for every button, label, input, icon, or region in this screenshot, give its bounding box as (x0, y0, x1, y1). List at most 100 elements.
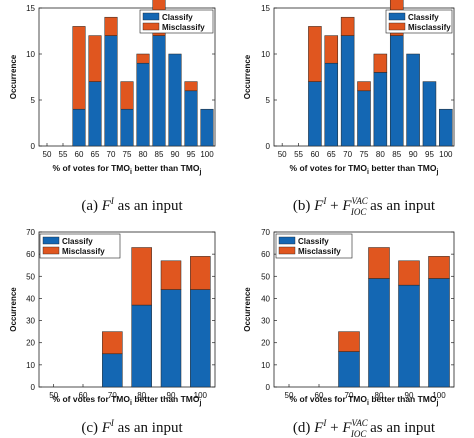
caption-symbol: F (341, 198, 352, 214)
bar-misclassify (428, 256, 450, 279)
bar-misclassify (398, 260, 420, 286)
x-tick-label: 50 (49, 391, 58, 400)
legend-label-misclassify: Misclassify (298, 247, 341, 256)
bar-classify (102, 353, 123, 388)
bar-classify (340, 35, 355, 147)
bar-misclassify (190, 256, 211, 290)
legend-label-classify: Classify (162, 13, 193, 22)
caption-subscript: IOC (350, 207, 367, 217)
bar-misclassify (184, 81, 198, 92)
legend-swatch-classify (142, 12, 160, 21)
bar-classify (428, 278, 450, 388)
caption-symbol: F (313, 420, 324, 436)
caption-plus: + (326, 420, 342, 436)
caption-superscript: VAC (351, 418, 368, 428)
x-tick-label: 55 (294, 150, 303, 159)
y-tick-label: 15 (26, 4, 35, 13)
y-tick-label: 5 (266, 96, 271, 105)
x-tick-label: 75 (123, 150, 132, 159)
figure-caption: (d) FI + FVAC IOC as an input (293, 418, 436, 438)
bar-classify (200, 108, 214, 147)
x-tick-label: 65 (327, 150, 336, 159)
x-tick-label: 60 (75, 150, 84, 159)
caption-text: as an input (114, 420, 184, 436)
legend-label-misclassify: Misclassify (408, 23, 451, 32)
x-tick-label: 100 (194, 391, 208, 400)
bar-classify (136, 62, 150, 147)
x-tick-label: 70 (108, 391, 117, 400)
legend-swatch-misclassify (278, 246, 296, 255)
x-tick-label: 85 (392, 150, 401, 159)
caption-superscript: I (110, 418, 115, 428)
bar-classify (104, 35, 118, 147)
x-axis-label-sub: j (435, 400, 438, 407)
bar-misclassify (131, 247, 152, 306)
bar-classify (406, 53, 420, 147)
y-tick-label: 10 (26, 50, 35, 59)
x-axis-label-part: better than TMO (369, 163, 437, 173)
x-tick-label: 50 (43, 150, 52, 159)
bar-classify (324, 62, 339, 147)
caption-text: as an input (114, 198, 184, 214)
caption-symbol: F (313, 198, 324, 214)
bar-classify (88, 81, 102, 147)
caption-superscript: VAC (351, 196, 368, 206)
bar-misclassify (373, 53, 388, 73)
bar-classify (308, 81, 322, 147)
bar-classify (422, 81, 437, 147)
bar-classify (439, 108, 453, 147)
figure-caption: (c) FI as an input (81, 418, 183, 436)
bar-classify (338, 351, 360, 388)
x-tick-label: 90 (405, 391, 414, 400)
y-tick-label: 30 (261, 317, 270, 326)
x-axis-label-sub: i (130, 400, 132, 407)
x-tick-label: 80 (139, 150, 148, 159)
x-axis-label-part: % of votes for TMO (290, 394, 368, 404)
caption-symbol: F (101, 420, 112, 436)
x-tick-label: 80 (376, 150, 385, 159)
y-tick-label: 0 (31, 142, 36, 151)
caption-label: (a) (81, 198, 101, 214)
legend-label-classify: Classify (408, 13, 439, 22)
figure-caption: (b) FI + FVAC IOC as an input (293, 196, 436, 217)
x-tick-label: 80 (375, 391, 384, 400)
bar-classify (152, 35, 166, 147)
x-tick-label: 100 (200, 150, 214, 159)
bar-classify (131, 304, 152, 388)
x-axis-label-sub: j (435, 169, 438, 176)
x-axis-label-part: % of votes for TMO (53, 394, 131, 404)
bar-classify (368, 278, 390, 388)
y-tick-label: 60 (261, 250, 270, 259)
bar-classify (120, 108, 134, 147)
bar-misclassify (120, 81, 134, 110)
x-tick-label: 95 (187, 150, 196, 159)
x-tick-label: 90 (167, 391, 176, 400)
x-tick-label: 70 (107, 150, 116, 159)
legend-swatch-misclassify (388, 22, 406, 31)
x-tick-label: 60 (315, 391, 324, 400)
caption-subscript: IOC (350, 429, 367, 438)
bar-classify (357, 90, 371, 147)
legend-swatch-misclassify (142, 22, 160, 31)
y-tick-label: 60 (26, 250, 35, 259)
bar-misclassify (104, 16, 118, 36)
bar-classify (373, 72, 388, 147)
chart-panel-1: 0 5 10 15 50 55 60 65 70 75 80 85 90 95 100 Occurrence%… (9, 0, 216, 214)
y-tick-label: 0 (266, 383, 271, 392)
legend-label-misclassify: Misclassify (162, 23, 205, 32)
caption-text: as an input (366, 198, 436, 214)
x-tick-label: 100 (439, 150, 453, 159)
y-tick-label: 40 (26, 294, 35, 303)
caption-label: (c) (81, 420, 101, 436)
x-tick-label: 90 (409, 150, 418, 159)
y-tick-label: 40 (261, 294, 270, 303)
y-tick-label: 50 (26, 272, 35, 281)
y-tick-label: 20 (26, 339, 35, 348)
bar-classify (184, 90, 198, 147)
y-tick-label: 15 (261, 4, 270, 13)
x-axis-label: % of votes for TMOi better than TMOj (290, 394, 439, 407)
x-axis-label-part: % of votes for TMO (53, 163, 131, 173)
